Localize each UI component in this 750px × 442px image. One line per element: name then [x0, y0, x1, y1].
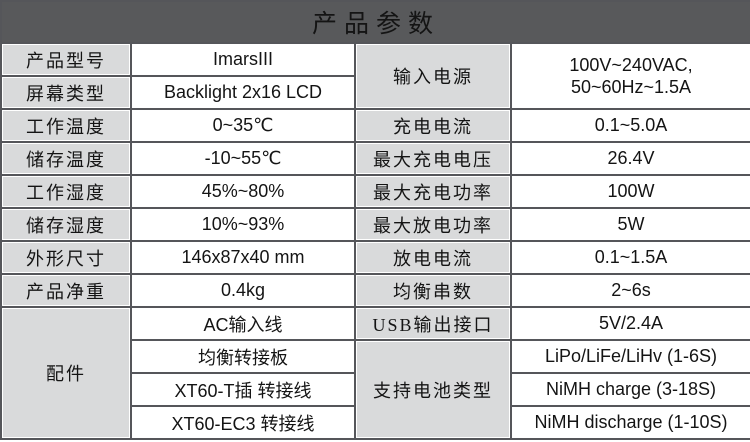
table-row: 均衡转接板 支持电池类型 LiPo/LiFe/LiHv (1-6S) [1, 339, 750, 440]
table-row: 产品净重 0.4kg 均衡串数 2~6s [0, 273, 750, 308]
value-accessory-ac-input-cable: AC输入线 [130, 306, 356, 341]
value-working-temperature: 0~35℃ [130, 108, 356, 143]
table-row: 外形尺寸 146x87x40 mm 放电电流 0.1~1.5A [0, 240, 750, 275]
label-charge-current: 充电电流 [354, 108, 512, 143]
table-row: XT60-T插 转接线 NiMH charge (3-18S) [1, 372, 750, 407]
table-row: 产品型号 ImarsIII 输入电源 100V~240VAC, 50~60Hz~… [0, 42, 750, 110]
label-working-temperature: 工作温度 [0, 108, 132, 143]
value-balance-cells: 2~6s [509, 273, 750, 308]
label-product-model: 产品型号 [0, 42, 132, 77]
value-dimensions: 146x87x40 mm [130, 240, 356, 275]
value-charge-current: 0.1~5.0A [509, 108, 750, 143]
value-net-weight: 0.4kg [130, 273, 356, 308]
value-storage-temperature: -10~55℃ [130, 141, 356, 176]
value-storage-humidity: 10%~93% [130, 207, 356, 242]
table-row: XT60-EC3 转接线 NiMH discharge (1-10S) [1, 405, 750, 440]
label-battery-types: 支持电池类型 [354, 339, 512, 440]
label-working-humidity: 工作湿度 [0, 174, 132, 209]
value-input-power: 100V~240VAC, 50~60Hz~1.5A [509, 42, 750, 110]
table-row: 工作湿度 45%~80% 最大充电功率 100W [0, 174, 750, 209]
label-usb-output: USB输出接口 [354, 306, 512, 341]
table-title: 产品参数 [0, 0, 750, 44]
table-row: 工作温度 0~35℃ 充电电流 0.1~5.0A [0, 108, 750, 143]
input-power-line2: 50~60Hz~1.5A [570, 77, 692, 97]
value-working-humidity: 45%~80% [130, 174, 356, 209]
table-row: 储存湿度 10%~93% 最大放电功率 5W [0, 207, 750, 242]
label-input-power: 输入电源 [354, 42, 512, 110]
value-battery-type-nimh-charge: NiMH charge (3-18S) [509, 372, 750, 407]
value-max-discharge-power: 5W [509, 207, 750, 242]
value-discharge-current: 0.1~1.5A [509, 240, 750, 275]
label-dimensions: 外形尺寸 [0, 240, 132, 275]
label-balance-cells: 均衡串数 [354, 273, 512, 308]
value-battery-type-nimh-discharge: NiMH discharge (1-10S) [509, 405, 750, 440]
value-battery-type-lipo: LiPo/LiFe/LiHv (1-6S) [509, 339, 750, 374]
value-max-charge-voltage: 26.4V [509, 141, 750, 176]
value-accessory-balance-board: 均衡转接板 [130, 339, 356, 374]
label-accessories: 配件 [0, 306, 132, 440]
value-accessory-xt60-ec3-cable: XT60-EC3 转接线 [130, 405, 356, 440]
table-row: 储存温度 -10~55℃ 最大充电电压 26.4V [0, 141, 750, 176]
label-net-weight: 产品净重 [0, 273, 132, 308]
label-max-discharge-power: 最大放电功率 [354, 207, 512, 242]
label-storage-temperature: 储存温度 [0, 141, 132, 176]
table-row: 屏幕类型 Backlight 2x16 LCD [0, 75, 750, 110]
table-row: 配件 AC输入线 USB输出接口 5V/2.4A [0, 306, 750, 440]
label-max-charge-voltage: 最大充电电压 [354, 141, 512, 176]
value-usb-output: 5V/2.4A [509, 306, 750, 341]
input-power-line1: 100V~240VAC, [569, 54, 693, 75]
value-max-charge-power: 100W [509, 174, 750, 209]
label-discharge-current: 放电电流 [354, 240, 512, 275]
value-accessory-xt60-t-cable: XT60-T插 转接线 [130, 372, 356, 407]
table-header-row: 产品参数 [0, 0, 750, 44]
label-storage-humidity: 储存湿度 [0, 207, 132, 242]
label-screen-type: 屏幕类型 [0, 75, 132, 110]
value-screen-type: Backlight 2x16 LCD [130, 75, 356, 110]
label-max-charge-power: 最大充电功率 [354, 174, 512, 209]
value-product-model: ImarsIII [130, 42, 356, 77]
